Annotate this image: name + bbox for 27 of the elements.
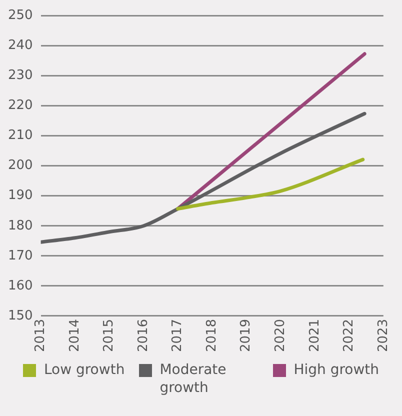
x-tick-label: 2018 [204, 318, 220, 352]
y-tick-label: 230 [8, 68, 33, 84]
y-tick-label: 200 [8, 158, 33, 174]
y-tick-label: 210 [8, 128, 33, 144]
legend-label: Low growth [44, 361, 125, 379]
y-tick-label: 160 [8, 278, 33, 294]
y-tick-label: 240 [8, 38, 33, 54]
x-tick-label: 2020 [273, 318, 288, 352]
legend-label: High growth [294, 361, 380, 379]
line-series [176, 158, 365, 211]
y-tick-label: 250 [8, 8, 33, 24]
legend-label: Moderate growth [160, 361, 228, 397]
x-tick-label: 2023 [376, 318, 391, 352]
y-tick-label: 180 [8, 218, 33, 234]
x-tick-label: 2019 [238, 318, 254, 352]
y-tick-label: 150 [8, 308, 33, 324]
y-tick-label: 190 [8, 188, 33, 204]
x-tick-label: 2017 [170, 318, 186, 352]
x-tick-label: 2014 [67, 318, 82, 352]
x-tick-label: 2022 [342, 318, 357, 352]
x-tick-label: 2016 [136, 318, 151, 352]
line-series [40, 112, 366, 244]
x-tick-label: 2015 [102, 318, 117, 352]
y-tick-label: 170 [8, 248, 33, 264]
x-tick-label: 2013 [33, 318, 48, 352]
x-tick-label: 2021 [307, 318, 322, 352]
y-tick-label: 220 [8, 98, 33, 114]
